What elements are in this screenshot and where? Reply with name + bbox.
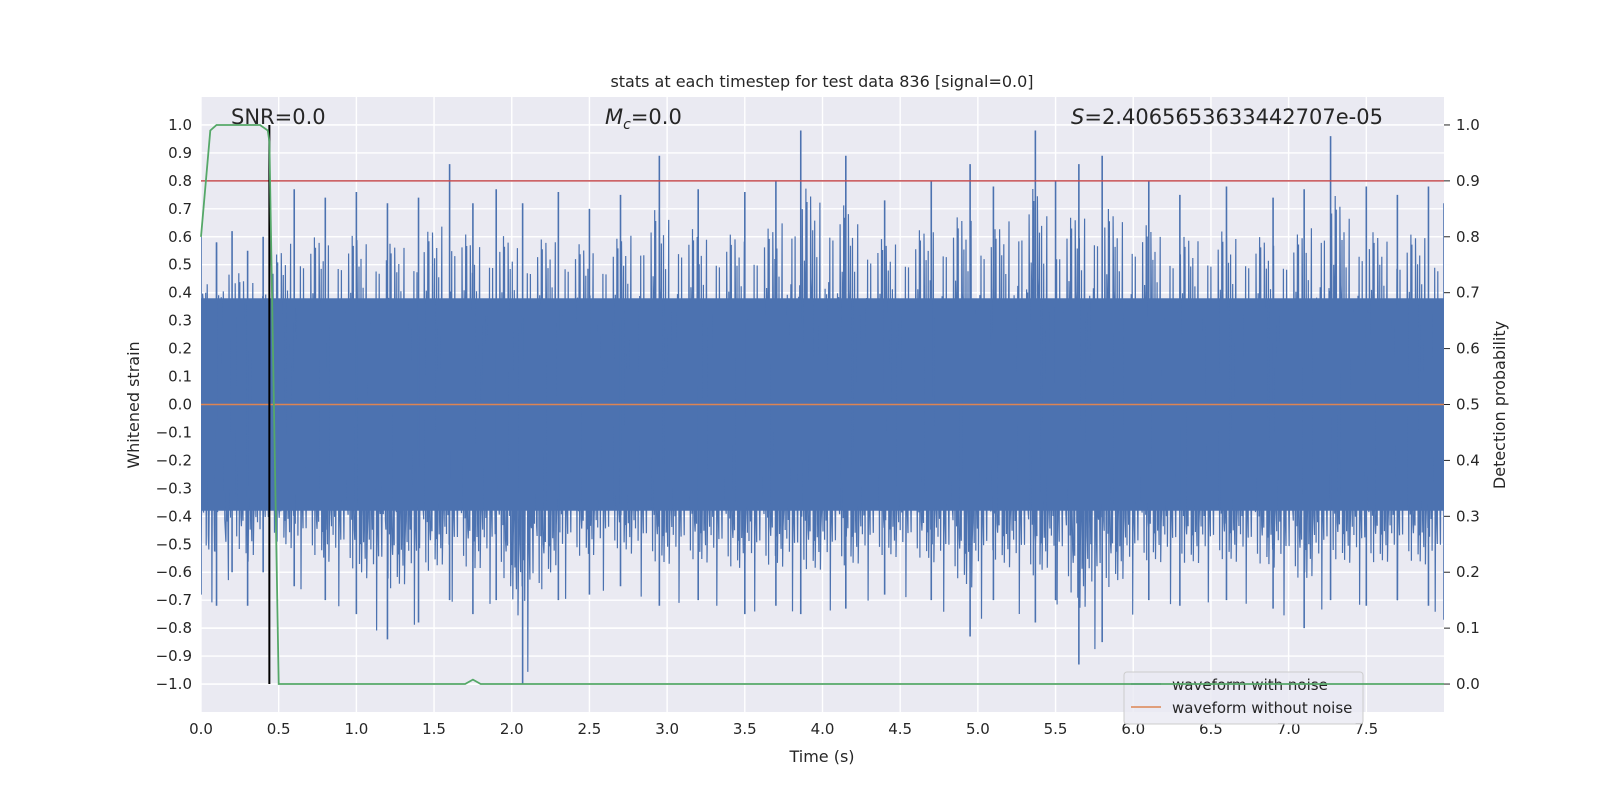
- y-left-tick-label: 0.2: [168, 340, 192, 358]
- x-tick-label: 5.0: [966, 720, 990, 738]
- y-left-tick-label: 0.0: [168, 396, 192, 414]
- x-tick-label: 5.5: [1044, 720, 1068, 738]
- x-tick-label: 1.0: [344, 720, 368, 738]
- x-tick-label: 3.5: [733, 720, 757, 738]
- y-right-tick-label: 0.7: [1456, 284, 1480, 302]
- legend-box: [1123, 671, 1364, 725]
- y-left-tick-label: 0.1: [168, 368, 192, 386]
- x-tick-label: 2.5: [578, 720, 602, 738]
- y-left-tick-label: 0.5: [168, 256, 192, 274]
- y-left-tick-label: 0.3: [168, 312, 192, 330]
- chirp-mass-annotation: Mc=0.0: [605, 105, 682, 133]
- x-tick-label: 1.5: [422, 720, 446, 738]
- y-left-tick-label: 0.8: [168, 172, 192, 190]
- x-tick-label: 4.0: [811, 720, 835, 738]
- series-layer: [201, 124, 1444, 685]
- y-right-tick-label: 0.6: [1456, 340, 1480, 358]
- y-left-tick-label: −0.5: [156, 535, 192, 553]
- legend-label-noise: waveform with noise: [1172, 676, 1328, 694]
- y-left-tick-label: −0.3: [156, 479, 192, 497]
- chart-title: stats at each timestep for test data 836…: [610, 72, 1033, 91]
- y-left-tick-label: −0.2: [156, 451, 192, 469]
- x-tick-label: 3.0: [655, 720, 679, 738]
- y-axis-left-label: Whitened strain: [124, 341, 143, 468]
- x-tick-label: 0.5: [267, 720, 291, 738]
- y-left-tick-label: 0.9: [168, 144, 192, 162]
- y-right-tick-label: 0.9: [1456, 172, 1480, 190]
- y-right-tick-label: 1.0: [1456, 116, 1480, 134]
- y-left-tick-label: −0.6: [156, 563, 192, 581]
- y-axis-right-ticks: 1.0 0.9 0.8 0.7 0.6 0.5 0.4 0.3 0.2 0.1 0.0: [1444, 116, 1480, 693]
- x-tick-label: 7.5: [1354, 720, 1378, 738]
- series-waveform-with-noise: [201, 188, 1444, 672]
- y-left-tick-label: 0.7: [168, 200, 192, 218]
- y-right-tick-label: 0.5: [1456, 396, 1480, 414]
- y-right-tick-label: 0.3: [1456, 507, 1480, 525]
- x-tick-label: 0.0: [189, 720, 213, 738]
- y-axis-right-label: Detection probability: [1490, 321, 1509, 489]
- x-tick-label: 4.5: [888, 720, 912, 738]
- y-right-tick-label: 0.8: [1456, 228, 1480, 246]
- legend: waveform with noise waveform without noi…: [1123, 671, 1364, 725]
- y-left-tick-label: −0.4: [156, 507, 192, 525]
- y-left-tick-label: −0.1: [156, 423, 192, 441]
- y-left-tick-label: 1.0: [168, 116, 192, 134]
- y-left-tick-label: −1.0: [156, 675, 192, 693]
- series-detection-probability: [200, 124, 1444, 685]
- y-left-tick-label: −0.7: [156, 591, 192, 609]
- y-right-tick-label: 0.4: [1456, 451, 1480, 469]
- y-left-tick-label: −0.8: [156, 619, 192, 637]
- y-left-tick-label: 0.6: [168, 228, 192, 246]
- legend-label-clean: waveform without noise: [1172, 699, 1352, 717]
- y-right-tick-label: 0.1: [1456, 619, 1480, 637]
- s-statistic-annotation: S=2.4065653633442707e-05: [1071, 105, 1383, 129]
- y-right-tick-label: 0.0: [1456, 675, 1480, 693]
- y-left-tick-label: −0.9: [156, 647, 192, 665]
- y-left-tick-label: 0.4: [168, 284, 192, 302]
- y-axis-left-ticks: 1.0 0.9 0.8 0.7 0.6 0.5 0.4 0.3 0.2 0.1 0.0 −0.1 −0.…: [156, 116, 192, 693]
- x-axis-label: Time (s): [788, 747, 854, 766]
- x-tick-label: 2.0: [500, 720, 524, 738]
- y-right-tick-label: 0.2: [1456, 563, 1480, 581]
